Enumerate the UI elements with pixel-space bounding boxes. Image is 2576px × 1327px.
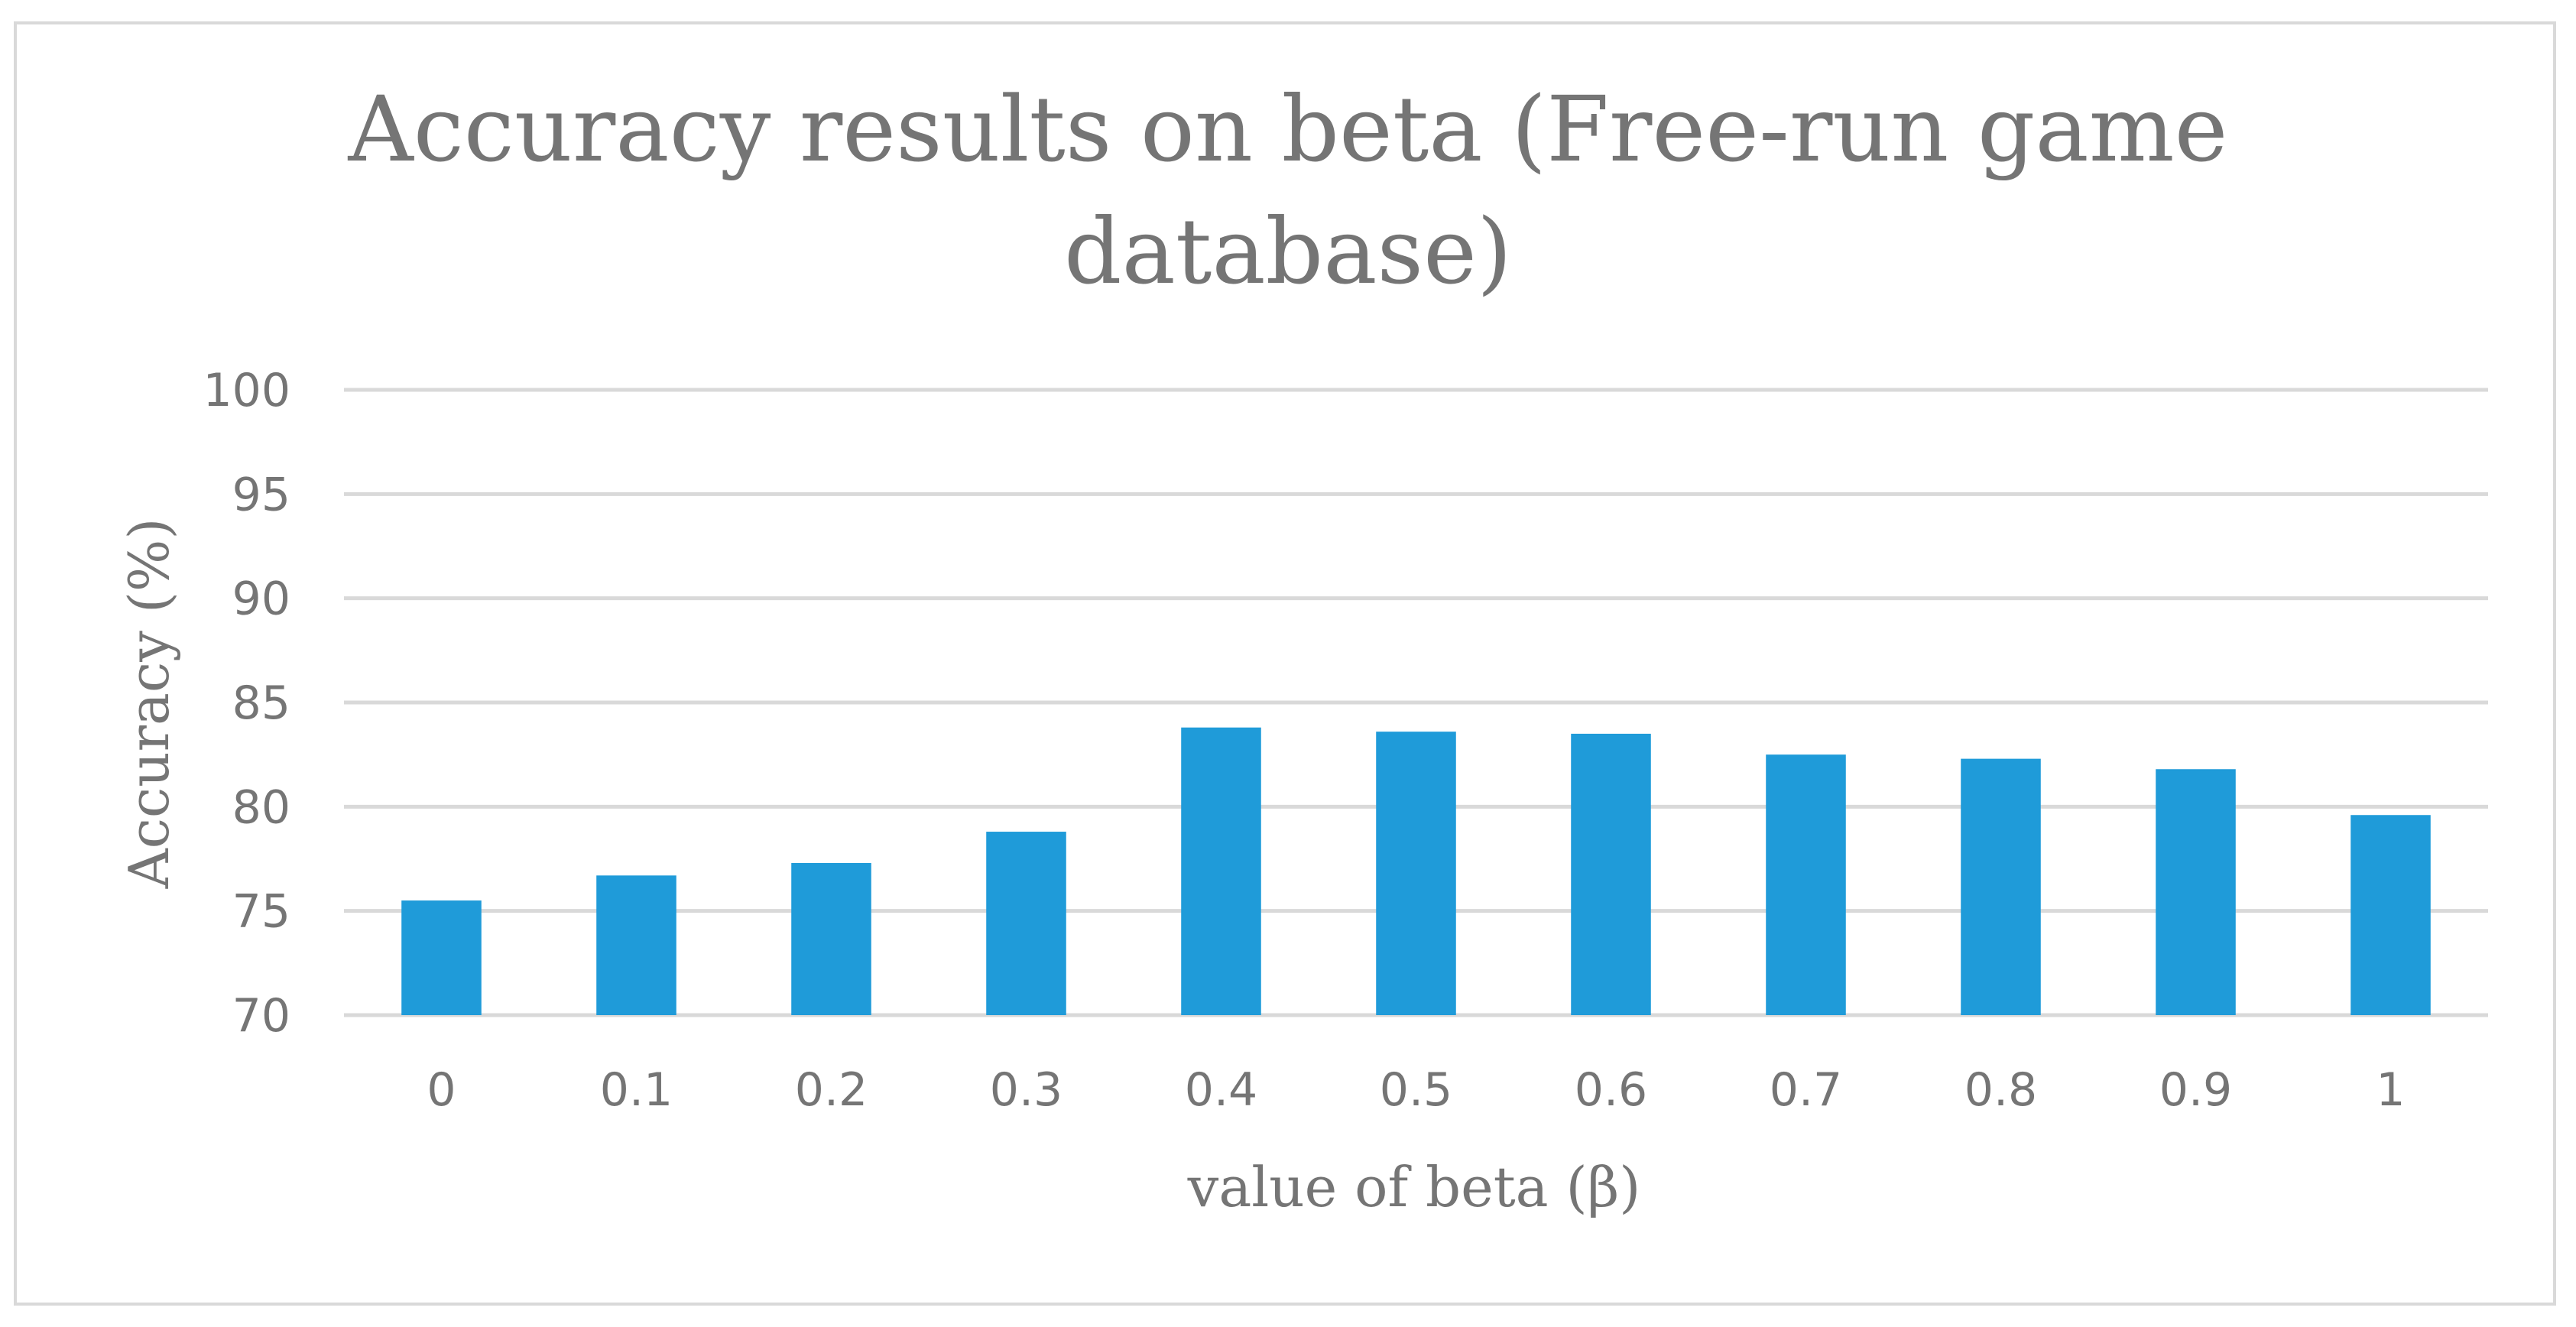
bar bbox=[596, 875, 676, 1015]
x-tick-label: 0.1 bbox=[600, 1063, 673, 1117]
y-tick-label: 75 bbox=[232, 885, 290, 939]
x-tick-label: 0 bbox=[427, 1063, 456, 1117]
y-tick-label: 100 bbox=[203, 364, 290, 417]
y-axis-ticks: 70 75 80 85 90 95 100 bbox=[203, 364, 290, 1043]
bar bbox=[1766, 754, 1846, 1015]
bar bbox=[2351, 815, 2431, 1015]
y-tick-label: 70 bbox=[232, 989, 290, 1043]
y-tick-label: 95 bbox=[232, 468, 290, 521]
x-tick-label: 0.5 bbox=[1380, 1063, 1452, 1117]
bar bbox=[1571, 733, 1651, 1015]
x-tick-label: 0.2 bbox=[795, 1063, 868, 1117]
gridlines bbox=[344, 388, 2488, 1017]
x-axis-title: value of beta (β) bbox=[1187, 1155, 1641, 1219]
y-tick-label: 85 bbox=[232, 676, 290, 730]
chart-frame bbox=[14, 21, 2556, 1306]
bar bbox=[1181, 727, 1261, 1015]
x-tick-label: 1 bbox=[2376, 1063, 2405, 1117]
chart-title-line-2: database) bbox=[1064, 199, 1512, 304]
bar bbox=[2156, 769, 2236, 1015]
x-axis-ticks: 0 0.1 0.2 0.3 0.4 0.5 0.6 0.7 0.8 0.9 1 bbox=[427, 1063, 2405, 1117]
bar bbox=[1961, 758, 2041, 1015]
bar bbox=[791, 862, 871, 1015]
y-axis-title: Accuracy (%) bbox=[117, 518, 181, 890]
y-tick-label: 90 bbox=[232, 573, 290, 626]
x-tick-label: 0.9 bbox=[2159, 1063, 2232, 1117]
bar bbox=[1376, 732, 1456, 1015]
y-tick-label: 80 bbox=[232, 780, 290, 834]
bar bbox=[401, 900, 482, 1015]
x-tick-label: 0.4 bbox=[1185, 1063, 1257, 1117]
chart-title-line-1: Accuracy results on beta (Free-run game bbox=[348, 76, 2228, 182]
x-tick-label: 0.6 bbox=[1575, 1063, 1647, 1117]
bar bbox=[986, 832, 1066, 1015]
x-tick-label: 0.3 bbox=[990, 1063, 1063, 1117]
bars bbox=[401, 727, 2431, 1015]
x-tick-label: 0.8 bbox=[1964, 1063, 2037, 1117]
x-tick-label: 0.7 bbox=[1770, 1063, 1842, 1117]
